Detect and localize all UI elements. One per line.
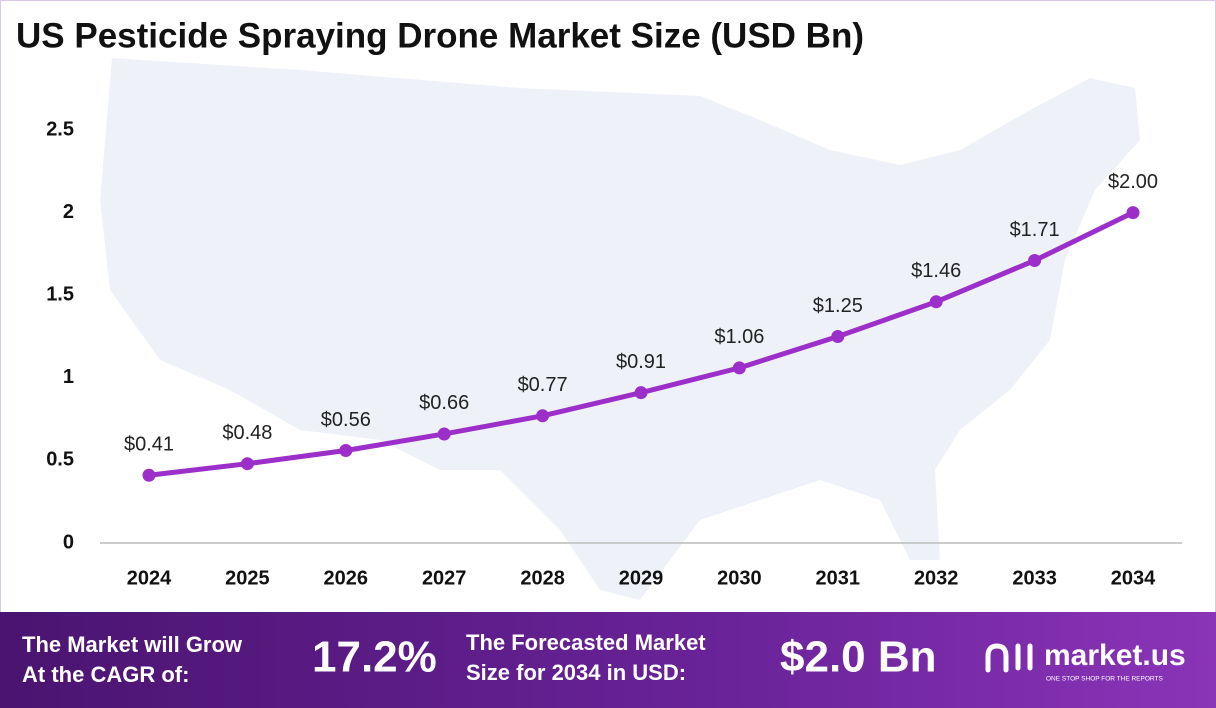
data-label: $0.66 — [419, 392, 469, 414]
x-tick-label: 2032 — [914, 567, 959, 589]
forecast-value: $2.0 Bn — [780, 633, 937, 682]
point — [536, 409, 550, 423]
data-label: $1.25 — [813, 295, 863, 317]
data-label: $0.91 — [616, 351, 666, 373]
point — [929, 295, 943, 309]
footer-band — [0, 612, 1216, 708]
x-tick-label: 2034 — [1111, 567, 1156, 589]
data-label: $2.00 — [1108, 171, 1158, 193]
point — [732, 361, 746, 375]
point — [142, 468, 156, 482]
forecast-label: Size for 2034 in USD: — [466, 660, 686, 685]
point — [437, 427, 451, 441]
cagr-label: The Market will Grow — [22, 632, 243, 657]
point — [1028, 254, 1042, 268]
x-tick-label: 2027 — [422, 567, 467, 589]
x-tick-label: 2024 — [127, 567, 172, 589]
x-tick-label: 2025 — [225, 567, 270, 589]
data-label: $1.06 — [714, 326, 764, 348]
point — [831, 330, 845, 343]
point — [1126, 206, 1140, 220]
x-tick-label: 2030 — [717, 567, 762, 589]
x-tick-label: 2029 — [619, 567, 664, 589]
x-tick-label: 2031 — [816, 567, 861, 589]
y-tick-label: 0 — [63, 531, 74, 553]
brand: market.us — [1044, 639, 1186, 672]
data-label: $0.77 — [518, 374, 568, 396]
chart-title: US Pesticide Spraying Drone Market Size … — [16, 16, 864, 55]
data-label: $0.48 — [222, 422, 272, 444]
cagr-value: 17.2% — [312, 633, 437, 682]
logo-icon — [985, 643, 1033, 673]
data-label: $1.71 — [1010, 219, 1060, 241]
point — [339, 443, 353, 457]
data-label: $1.46 — [911, 260, 961, 282]
tagline: ONE STOP SHOP FOR THE REPORTS — [1046, 676, 1163, 683]
point — [240, 457, 254, 471]
y-tick-label: 2.5 — [46, 118, 74, 140]
data-label: $0.56 — [321, 409, 371, 431]
x-tick-label: 2026 — [324, 567, 369, 589]
y-tick-label: 0.5 — [46, 449, 74, 471]
point — [634, 386, 648, 400]
x-tick-label: 2033 — [1012, 567, 1057, 589]
map-background — [100, 58, 1140, 600]
cagr-label: At the CAGR of: — [22, 662, 189, 687]
forecast-label: The Forecasted Market — [466, 630, 706, 655]
y-tick-label: 2 — [63, 201, 74, 223]
x-tick-label: 2028 — [520, 567, 565, 589]
data-label: $0.41 — [124, 434, 174, 456]
y-tick-label: 1 — [63, 366, 74, 388]
y-tick-label: 1.5 — [46, 283, 74, 305]
